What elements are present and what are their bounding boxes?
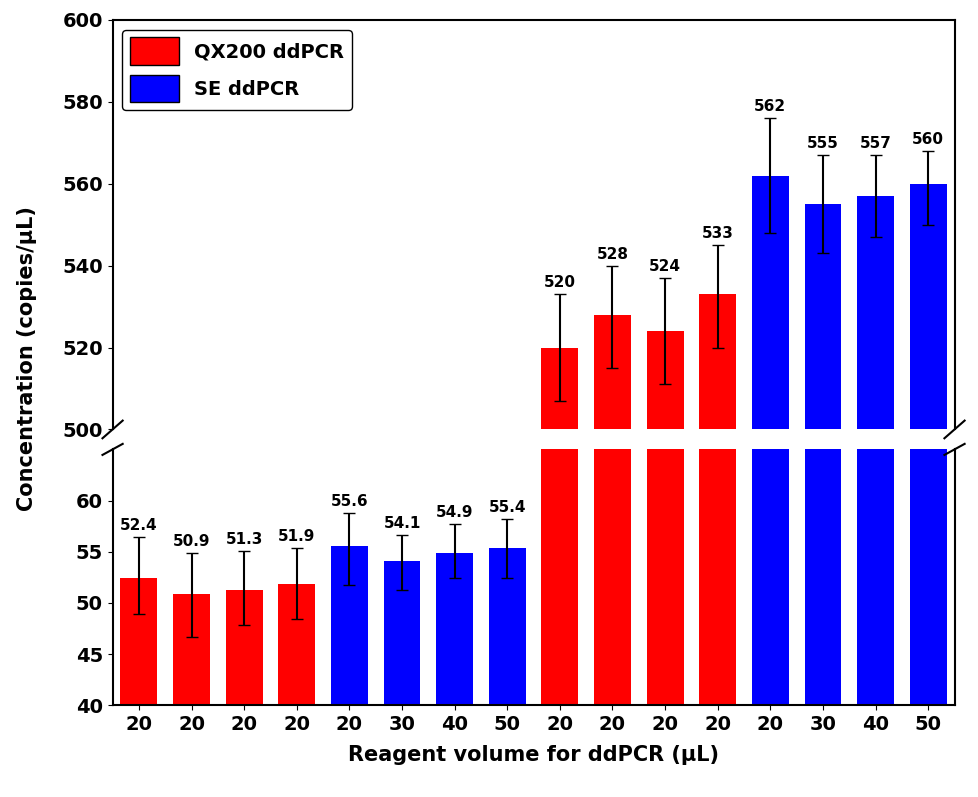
Text: 520: 520: [544, 275, 575, 290]
Bar: [804, 204, 840, 797]
Bar: [488, 548, 525, 797]
Bar: [594, 450, 630, 705]
Bar: [698, 450, 735, 705]
Text: 55.6: 55.6: [331, 494, 368, 508]
Text: 528: 528: [596, 246, 628, 261]
Text: 51.3: 51.3: [225, 532, 262, 547]
Bar: [698, 294, 735, 797]
Bar: [909, 450, 946, 705]
Bar: [436, 553, 472, 797]
Bar: [751, 450, 788, 705]
Text: 51.9: 51.9: [278, 528, 315, 544]
Bar: [541, 450, 578, 705]
Bar: [857, 450, 893, 705]
Text: 50.9: 50.9: [172, 534, 210, 548]
Bar: [120, 579, 157, 797]
Text: 533: 533: [701, 226, 733, 241]
Bar: [646, 332, 683, 797]
Bar: [541, 347, 578, 797]
Bar: [278, 583, 315, 797]
Text: 54.9: 54.9: [435, 505, 473, 520]
Bar: [751, 450, 788, 705]
Text: 557: 557: [859, 136, 891, 151]
Text: 555: 555: [806, 136, 838, 151]
Text: 55.4: 55.4: [488, 500, 525, 515]
Bar: [804, 450, 840, 705]
X-axis label: Reagent volume for ddPCR (μL): Reagent volume for ddPCR (μL): [348, 745, 718, 765]
Text: 52.4: 52.4: [120, 518, 157, 533]
Bar: [173, 594, 209, 797]
Text: 560: 560: [911, 132, 943, 147]
Legend: QX200 ddPCR, SE ddPCR: QX200 ddPCR, SE ddPCR: [122, 29, 352, 110]
Bar: [909, 184, 946, 797]
Text: 54.1: 54.1: [383, 516, 421, 532]
Bar: [909, 450, 946, 705]
Bar: [857, 450, 893, 705]
Text: 524: 524: [648, 259, 681, 274]
Bar: [541, 450, 578, 705]
Bar: [646, 450, 683, 705]
Bar: [698, 450, 735, 705]
Bar: [594, 315, 630, 797]
Bar: [646, 450, 683, 705]
Text: Concentration (copies/μL): Concentration (copies/μL): [18, 206, 37, 511]
Bar: [383, 561, 420, 797]
Bar: [226, 590, 262, 797]
Bar: [751, 175, 788, 797]
Bar: [804, 450, 840, 705]
Bar: [857, 196, 893, 797]
Bar: [594, 450, 630, 705]
Bar: [331, 546, 368, 797]
Text: 562: 562: [753, 99, 785, 114]
